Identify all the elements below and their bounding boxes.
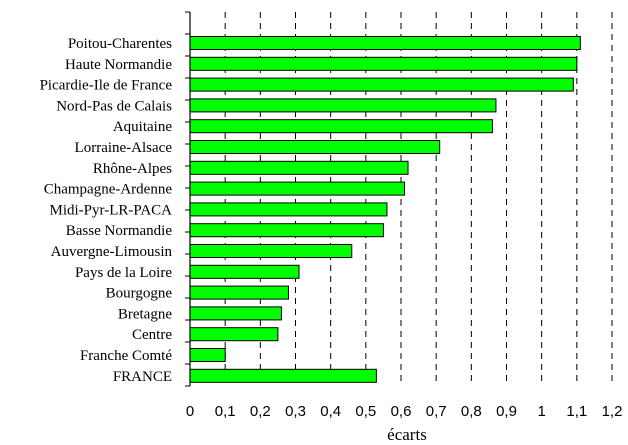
grid-lines — [224, 12, 613, 386]
bar — [189, 223, 384, 238]
bar — [189, 202, 388, 217]
bar — [189, 77, 574, 92]
category-label: Pays de la Loire — [75, 265, 172, 281]
x-tick-labels: 0 0,1 0,2 0,3 0,4 0,5 0,6 0,7 0,8 0,9 1 1,1 1,2 — [186, 403, 623, 420]
category-label: Lorraine-Alsace — [75, 140, 173, 156]
bar — [189, 285, 289, 300]
x-tick-label: 0,6 — [391, 403, 412, 420]
x-tick-label: 1,2 — [602, 403, 623, 420]
category-label: Basse Normandie — [66, 223, 173, 239]
bar — [189, 264, 300, 279]
bar — [189, 327, 279, 342]
category-label: Franche Comté — [80, 348, 172, 364]
x-tick-label: 0,9 — [496, 403, 517, 420]
bar — [189, 36, 581, 50]
category-label: FRANCE — [113, 369, 172, 385]
bar — [189, 98, 497, 113]
x-tick-label: 0,8 — [461, 403, 482, 420]
x-tick-label: 0 — [186, 403, 194, 420]
category-labels: Poitou-Charentes Haute Normandie Picardie-… — [40, 36, 173, 385]
x-axis-title: écarts — [387, 425, 427, 444]
bar — [189, 160, 409, 175]
category-label: Nord-Pas de Calais — [56, 98, 172, 114]
x-tick-label: 0,4 — [320, 403, 341, 420]
x-tick-label: 0,2 — [250, 403, 271, 420]
category-label: Picardie-Ile de France — [40, 78, 173, 94]
bar — [189, 119, 493, 134]
bars — [189, 36, 581, 383]
category-label: Champagne-Ardenne — [44, 182, 173, 198]
bar — [189, 181, 406, 196]
bar — [189, 368, 377, 383]
x-tick-label: 1 — [537, 403, 545, 420]
category-label: Poitou-Charentes — [68, 36, 172, 52]
x-tick-label: 0,3 — [285, 403, 306, 420]
bar — [189, 348, 226, 362]
category-label: Centre — [132, 327, 172, 343]
category-label: Bretagne — [118, 306, 172, 322]
x-tick-label: 1,1 — [566, 403, 587, 420]
category-label: Aquitaine — [113, 119, 172, 135]
x-tick-label: 0,7 — [426, 403, 447, 420]
bar — [189, 244, 353, 258]
bar — [189, 306, 282, 321]
x-tick-label: 0,1 — [215, 403, 236, 420]
axes — [185, 11, 191, 387]
category-label: Midi-Pyr-LR-PACA — [50, 202, 173, 218]
x-tick-label: 0,5 — [355, 403, 376, 420]
category-label: Rhône-Alpes — [93, 161, 172, 177]
bar — [189, 56, 578, 71]
category-label: Auvergne-Limousin — [51, 244, 173, 260]
category-label: Haute Normandie — [65, 57, 172, 73]
category-label: Bourgogne — [106, 286, 173, 302]
bar — [189, 140, 441, 154]
